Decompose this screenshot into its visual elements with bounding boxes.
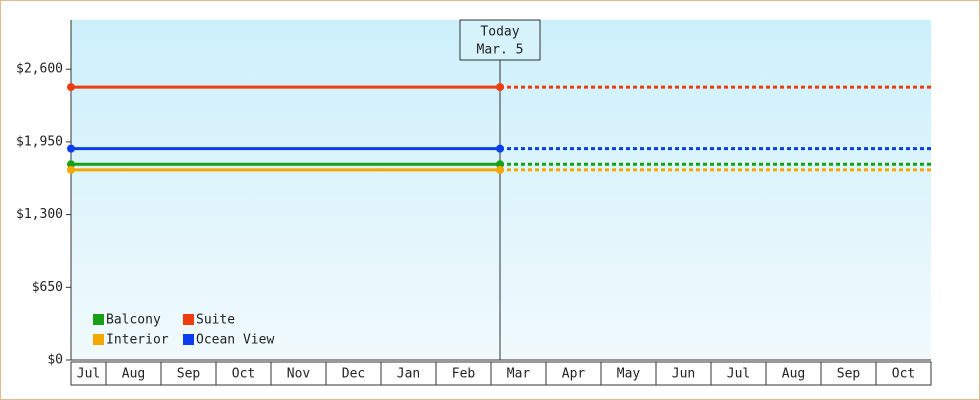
y-tick-label: $650 [32, 280, 63, 295]
series-point [496, 160, 504, 169]
x-tick-label: Dec [342, 367, 365, 382]
y-tick-label: $0 [47, 353, 63, 368]
legend-label: Balcony [106, 313, 161, 328]
series-point [67, 144, 75, 153]
series-point [67, 160, 75, 169]
x-tick-label: May [617, 367, 641, 382]
series-point [496, 83, 504, 92]
x-tick-label: Sep [177, 367, 201, 382]
y-tick-label: $1,300 [16, 207, 63, 222]
x-tick-label: Oct [892, 367, 915, 382]
x-tick-label: Mar [507, 367, 531, 382]
x-cell [875, 361, 932, 386]
today-label: Today [480, 25, 519, 40]
legend-swatch [183, 334, 194, 345]
series-point [67, 165, 75, 174]
legend-swatch [93, 314, 104, 325]
legend-label: Interior [106, 333, 169, 348]
y-tick-label: $1,950 [16, 134, 63, 149]
series-point [496, 165, 504, 174]
x-tick-label: Jul [77, 367, 100, 382]
legend-label: Ocean View [196, 333, 274, 348]
x-tick-label: Apr [562, 367, 586, 382]
series-point [67, 83, 75, 92]
x-tick-label: Jan [397, 367, 420, 382]
legend-swatch [93, 334, 104, 345]
today-date: Mar. 5 [477, 43, 524, 58]
legend-label: Suite [196, 313, 235, 328]
x-tick-label: Nov [287, 367, 311, 382]
x-tick-label: Aug [122, 367, 145, 382]
x-tick-label: Jun [672, 367, 695, 382]
y-tick-label: $2,600 [16, 62, 63, 77]
today-box [459, 19, 541, 61]
x-tick-label: Jul [727, 367, 750, 382]
x-tick-label: Feb [452, 367, 476, 382]
plot-area [71, 20, 931, 360]
x-tick-label: Sep [837, 367, 861, 382]
series-point [496, 144, 504, 153]
x-tick-label: Aug [782, 367, 805, 382]
x-tick-label: Oct [232, 367, 255, 382]
legend-swatch [183, 314, 194, 325]
